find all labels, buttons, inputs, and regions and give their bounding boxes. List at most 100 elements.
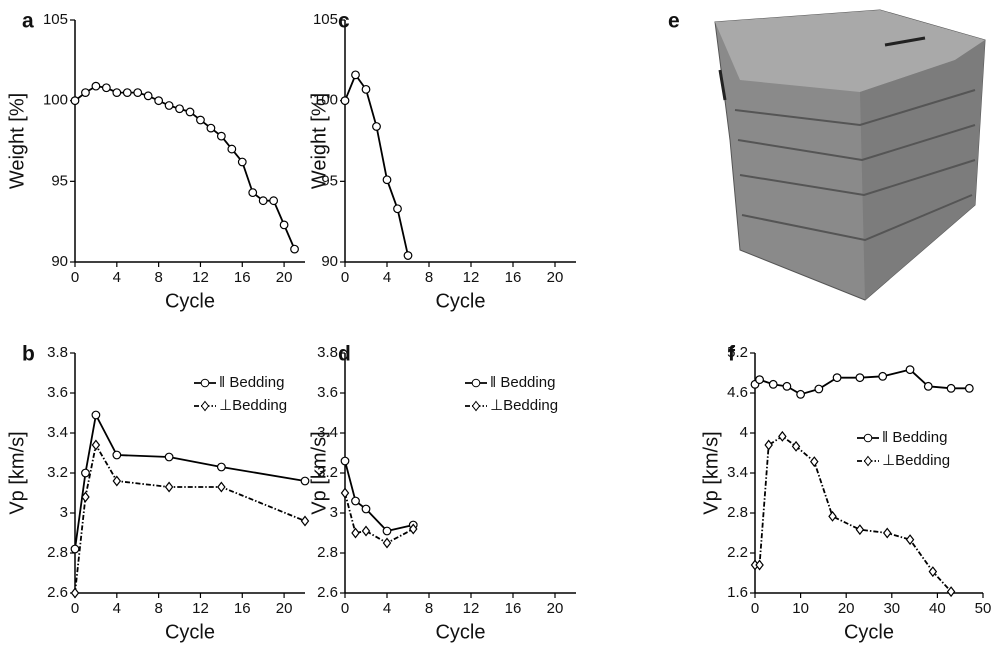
- y-tick-label: 3.4: [47, 424, 68, 441]
- data-point: [764, 439, 773, 451]
- y-axis-title: Weight [%]: [6, 93, 28, 189]
- data-point: [133, 88, 143, 97]
- data-point: [382, 526, 392, 536]
- data-point: [91, 410, 101, 420]
- data-point: [237, 157, 247, 167]
- x-tick-label: 0: [341, 600, 349, 617]
- y-tick-label: 3.8: [317, 344, 338, 361]
- data-point: [361, 84, 371, 94]
- data-point: [91, 81, 101, 91]
- data-point: [227, 144, 237, 154]
- data-point: [70, 587, 80, 599]
- x-tick-label: 40: [929, 600, 946, 617]
- legend-label: ǁ Bedding: [490, 374, 555, 391]
- data-point: [70, 544, 80, 554]
- y-tick-label: 95: [321, 172, 338, 189]
- data-point: [154, 96, 164, 106]
- legend-label: ⊥Bedding: [490, 397, 558, 414]
- x-tick-label: 12: [192, 600, 209, 617]
- series-line: [344, 460, 414, 532]
- series-line: [74, 412, 306, 550]
- x-tick-label: 16: [234, 600, 251, 617]
- x-tick-label: 8: [154, 269, 162, 286]
- data-point: [768, 379, 778, 389]
- y-tick-label: 4: [740, 424, 748, 441]
- data-point: [122, 88, 132, 97]
- x-axis-title: Cycle: [165, 621, 215, 643]
- x-axis-title: Cycle: [844, 621, 894, 643]
- x-axis-title: Cycle: [165, 290, 215, 312]
- data-point: [340, 487, 350, 499]
- data-point: [81, 468, 90, 478]
- data-point: [828, 510, 837, 522]
- legend-label: ǁ Bedding: [219, 374, 284, 391]
- legend-label: ⊥Bedding: [219, 397, 287, 414]
- data-point: [964, 383, 974, 393]
- y-tick-label: 4.6: [727, 384, 748, 401]
- y-tick-label: 3.8: [47, 344, 68, 361]
- legend-marker: [863, 433, 873, 443]
- y-tick-label: 90: [321, 253, 338, 270]
- y-tick-label: 3.6: [317, 384, 338, 401]
- y-tick-label: 90: [51, 253, 68, 270]
- data-point: [393, 204, 402, 214]
- data-point: [946, 586, 956, 598]
- y-tick-label: 2.8: [317, 544, 338, 561]
- panel: 2.6 2.8 3 3.2 3.4 3.6 3.8 0 4 8 12 16 20 Cycle Vp [km/…: [6, 343, 310, 643]
- data-point: [814, 384, 824, 394]
- x-tick-label: 12: [192, 269, 209, 286]
- y-tick-label: 2.2: [727, 544, 748, 561]
- y-tick-label: 3.2: [317, 464, 338, 481]
- data-point: [81, 491, 90, 503]
- data-point: [408, 523, 418, 535]
- x-tick-label: 0: [71, 269, 79, 286]
- panel-letter: e: [668, 10, 680, 33]
- legend-marker: [471, 378, 481, 388]
- data-point: [878, 371, 888, 381]
- legend-marker: [471, 400, 481, 412]
- data-point: [361, 504, 371, 514]
- series-line: [74, 442, 306, 594]
- legend-marker: [863, 455, 873, 467]
- x-tick-label: 20: [547, 600, 564, 617]
- data-point: [778, 430, 787, 442]
- data-point: [185, 107, 195, 117]
- y-tick-label: 95: [51, 172, 68, 189]
- y-tick-label: 2.8: [727, 504, 748, 521]
- data-point: [196, 115, 205, 125]
- panel: 2.6 2.8 3 3.2 3.4 3.6 3.8 0 4 8 12 16 20 Cycle Vp [km/…: [308, 343, 576, 643]
- data-point: [101, 83, 111, 93]
- x-tick-label: 4: [383, 269, 391, 286]
- series-line: [344, 73, 409, 256]
- x-tick-label: 20: [547, 269, 564, 286]
- y-tick-label: 2.6: [317, 584, 338, 601]
- data-point: [217, 481, 226, 493]
- data-point: [351, 70, 360, 80]
- data-point: [258, 196, 268, 206]
- data-point: [361, 525, 371, 537]
- legend-label: ⊥Bedding: [882, 452, 950, 469]
- x-tick-label: 16: [234, 269, 251, 286]
- data-point: [340, 456, 350, 466]
- rock-top: [715, 10, 985, 92]
- y-axis-title: Vp [km/s]: [6, 431, 28, 514]
- panel: 90 95 100 105 0 4 8 12 16 20 Cycle Weight [%] a: [6, 10, 305, 312]
- data-point: [832, 373, 842, 383]
- panel-letter: f: [728, 343, 736, 366]
- panel: 90 95 100 105 0 4 8 12 16 20 Cycle Weight [%] c: [308, 10, 576, 312]
- panel-letter: c: [338, 10, 350, 33]
- legend-label: ǁ Bedding: [882, 429, 947, 446]
- data-point: [91, 439, 101, 451]
- data-point: [928, 566, 938, 578]
- data-point: [112, 88, 122, 97]
- y-tick-label: 3.6: [47, 384, 68, 401]
- series-line: [755, 435, 952, 593]
- y-axis-title: Vp [km/s]: [700, 431, 722, 514]
- x-tick-label: 50: [975, 600, 992, 617]
- x-tick-label: 4: [383, 600, 391, 617]
- data-point: [810, 456, 819, 468]
- data-point: [351, 527, 360, 539]
- data-point: [70, 96, 80, 106]
- rock-photo: e: [668, 9, 986, 301]
